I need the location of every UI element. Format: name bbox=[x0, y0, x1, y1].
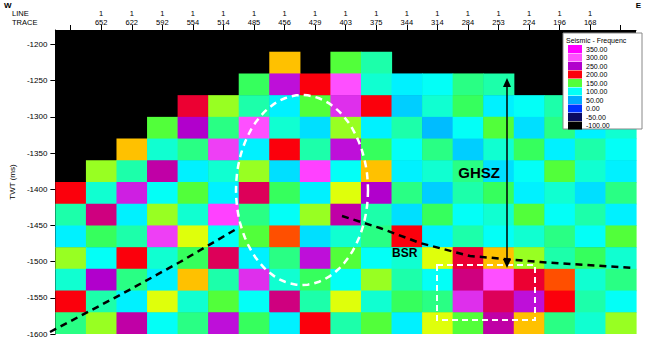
svg-text:592: 592 bbox=[156, 18, 169, 27]
svg-text:300.00: 300.00 bbox=[586, 54, 608, 61]
svg-text:-1400: -1400 bbox=[27, 185, 48, 194]
svg-text:652: 652 bbox=[95, 18, 108, 27]
svg-text:350.00: 350.00 bbox=[586, 46, 608, 53]
svg-text:456: 456 bbox=[278, 18, 291, 27]
svg-text:-1550: -1550 bbox=[27, 293, 48, 302]
svg-text:-50.00: -50.00 bbox=[586, 114, 606, 121]
svg-text:1: 1 bbox=[313, 9, 317, 18]
svg-text:344: 344 bbox=[401, 18, 414, 27]
svg-text:403: 403 bbox=[339, 18, 352, 27]
svg-text:429: 429 bbox=[309, 18, 322, 27]
svg-text:1: 1 bbox=[99, 9, 103, 18]
svg-text:196: 196 bbox=[553, 18, 566, 27]
svg-text:W: W bbox=[4, 1, 12, 10]
svg-text:TRACE: TRACE bbox=[12, 18, 37, 27]
svg-text:1: 1 bbox=[405, 9, 409, 18]
svg-text:224: 224 bbox=[523, 18, 536, 27]
svg-text:Seismic - Frequenc: Seismic - Frequenc bbox=[566, 37, 627, 45]
svg-text:253: 253 bbox=[492, 18, 505, 27]
svg-text:1: 1 bbox=[527, 9, 531, 18]
svg-text:0.00: 0.00 bbox=[586, 105, 600, 112]
svg-text:1: 1 bbox=[588, 9, 592, 18]
svg-text:200.00: 200.00 bbox=[586, 71, 608, 78]
svg-text:1: 1 bbox=[191, 9, 195, 18]
svg-text:-1350: -1350 bbox=[27, 149, 48, 158]
svg-text:250.00: 250.00 bbox=[586, 63, 608, 70]
svg-text:1: 1 bbox=[130, 9, 134, 18]
svg-text:100.00: 100.00 bbox=[586, 88, 608, 95]
svg-text:622: 622 bbox=[126, 18, 139, 27]
svg-text:E: E bbox=[636, 1, 642, 10]
svg-text:-1600: -1600 bbox=[27, 330, 48, 339]
svg-text:-100.00: -100.00 bbox=[586, 122, 610, 129]
svg-text:314: 314 bbox=[431, 18, 444, 27]
svg-text:1: 1 bbox=[496, 9, 500, 18]
svg-text:LINE: LINE bbox=[12, 9, 29, 18]
svg-text:50.00: 50.00 bbox=[586, 97, 604, 104]
svg-text:-1200: -1200 bbox=[27, 40, 48, 49]
svg-text:BSR: BSR bbox=[392, 246, 418, 260]
svg-text:1: 1 bbox=[282, 9, 286, 18]
svg-text:1: 1 bbox=[466, 9, 470, 18]
svg-text:-1500: -1500 bbox=[27, 257, 48, 266]
svg-text:1: 1 bbox=[435, 9, 439, 18]
svg-text:-1250: -1250 bbox=[27, 76, 48, 85]
svg-text:1: 1 bbox=[252, 9, 256, 18]
svg-text:375: 375 bbox=[370, 18, 383, 27]
svg-text:1: 1 bbox=[221, 9, 225, 18]
svg-text:1: 1 bbox=[374, 9, 378, 18]
svg-text:168: 168 bbox=[584, 18, 597, 27]
svg-text:-1300: -1300 bbox=[27, 112, 48, 121]
svg-text:554: 554 bbox=[187, 18, 200, 27]
svg-text:514: 514 bbox=[217, 18, 230, 27]
svg-text:284: 284 bbox=[462, 18, 475, 27]
svg-text:1: 1 bbox=[344, 9, 348, 18]
svg-text:1: 1 bbox=[558, 9, 562, 18]
svg-text:485: 485 bbox=[248, 18, 261, 27]
svg-text:-1450: -1450 bbox=[27, 221, 48, 230]
svg-text:150.00: 150.00 bbox=[586, 80, 608, 87]
svg-text:TWT (ms): TWT (ms) bbox=[8, 164, 17, 200]
svg-text:GHSZ: GHSZ bbox=[458, 164, 500, 181]
svg-text:1: 1 bbox=[160, 9, 164, 18]
